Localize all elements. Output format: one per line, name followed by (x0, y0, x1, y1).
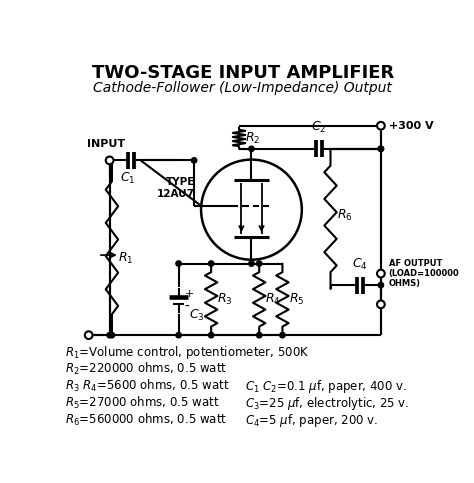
Circle shape (280, 332, 285, 338)
Circle shape (256, 261, 262, 266)
Text: $C_3$: $C_3$ (190, 308, 205, 324)
Circle shape (249, 146, 254, 152)
Circle shape (378, 146, 383, 152)
Text: $R_1$: $R_1$ (118, 251, 134, 267)
Text: $R_2$: $R_2$ (245, 130, 261, 145)
Circle shape (176, 261, 182, 266)
Text: $C_4$=5 $\mu$f, paper, 200 v.: $C_4$=5 $\mu$f, paper, 200 v. (245, 412, 378, 429)
Circle shape (209, 332, 214, 338)
Circle shape (107, 332, 112, 338)
Circle shape (191, 157, 197, 163)
Text: $R_6$: $R_6$ (337, 208, 352, 223)
Circle shape (209, 261, 214, 266)
Text: TYPE
12AU7: TYPE 12AU7 (157, 177, 195, 199)
Text: $C_3$=25 $\mu$f, electrolytic, 25 v.: $C_3$=25 $\mu$f, electrolytic, 25 v. (245, 395, 410, 412)
Circle shape (85, 331, 92, 339)
Text: $R_5$=27000 ohms, 0.5 watt: $R_5$=27000 ohms, 0.5 watt (65, 395, 220, 412)
Text: -: - (185, 299, 190, 313)
Circle shape (378, 146, 383, 152)
Text: INPUT: INPUT (87, 139, 125, 149)
Text: TWO-STAGE INPUT AMPLIFIER: TWO-STAGE INPUT AMPLIFIER (92, 64, 394, 82)
Text: $R_3$ $R_4$=5600 ohms, 0.5 watt: $R_3$ $R_4$=5600 ohms, 0.5 watt (65, 378, 230, 395)
Circle shape (106, 156, 113, 164)
Circle shape (256, 332, 262, 338)
Text: +300 V: +300 V (389, 121, 433, 131)
Circle shape (377, 122, 385, 129)
Circle shape (377, 300, 385, 308)
Text: $R_2$=220000 ohms, 0.5 watt: $R_2$=220000 ohms, 0.5 watt (65, 361, 228, 377)
Text: $R_3$: $R_3$ (218, 291, 233, 307)
Text: $R_1$=Volume control, potentiometer, 500K: $R_1$=Volume control, potentiometer, 500… (65, 344, 310, 361)
Text: $R_6$=560000 ohms, 0.5 watt: $R_6$=560000 ohms, 0.5 watt (65, 412, 228, 428)
Circle shape (378, 283, 383, 288)
Text: $R_5$: $R_5$ (289, 291, 304, 307)
Text: Cathode-Follower (Low-Impedance) Output: Cathode-Follower (Low-Impedance) Output (93, 81, 392, 95)
Text: AF OUTPUT
(LOAD=100000
OHMS): AF OUTPUT (LOAD=100000 OHMS) (389, 259, 459, 288)
Text: $C_1$: $C_1$ (120, 171, 135, 186)
Text: $C_2$: $C_2$ (311, 120, 327, 135)
Text: $R_4$: $R_4$ (265, 291, 281, 307)
Circle shape (249, 261, 254, 266)
Circle shape (176, 332, 182, 338)
Circle shape (377, 270, 385, 277)
Circle shape (109, 332, 115, 338)
Text: +: + (185, 289, 194, 299)
Text: $C_4$: $C_4$ (352, 257, 368, 272)
Text: $C_1$ $C_2$=0.1 $\mu$f, paper, 400 v.: $C_1$ $C_2$=0.1 $\mu$f, paper, 400 v. (245, 378, 407, 395)
